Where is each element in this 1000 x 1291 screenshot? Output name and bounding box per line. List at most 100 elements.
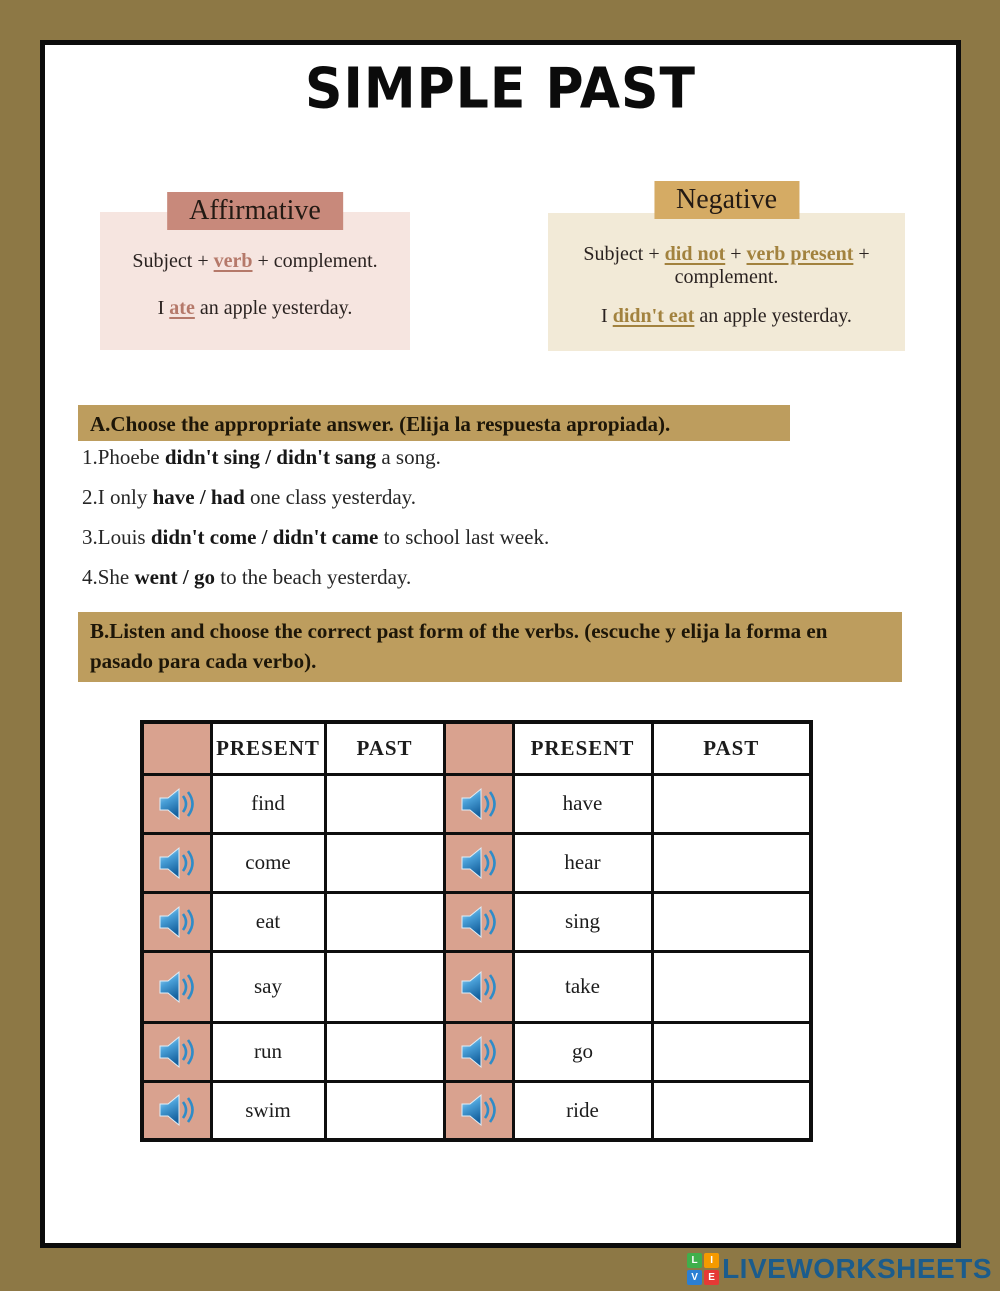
present-verb: ride xyxy=(511,1079,654,1142)
item-1-pre: 1.Phoebe xyxy=(82,445,165,469)
negative-formula-post: + complement. xyxy=(674,243,870,288)
audio-button[interactable] xyxy=(442,831,515,894)
affirmative-formula-highlight: verb xyxy=(213,250,253,272)
table-row: find have xyxy=(140,772,813,835)
audio-button[interactable] xyxy=(442,1079,515,1142)
audio-button[interactable] xyxy=(140,949,213,1024)
present-verb: hear xyxy=(511,831,654,894)
affirmative-formula-pre: Subject + xyxy=(132,250,214,272)
present-verb: swim xyxy=(209,1079,327,1142)
speaker-icon xyxy=(159,1094,194,1127)
speaker-icon xyxy=(159,846,194,879)
worksheet-page: SIMPLE PAST Affirmative Subject + verb +… xyxy=(40,40,961,1248)
affirmative-example: I ate an apple yesterday. xyxy=(100,297,410,320)
exercise-b-header: B.Listen and choose the correct past for… xyxy=(78,612,902,682)
table-row: swim ride xyxy=(140,1079,813,1142)
speaker-icon xyxy=(159,905,194,938)
audio-button[interactable] xyxy=(140,1020,213,1083)
header-audio-left xyxy=(140,720,213,776)
past-answer-cell[interactable] xyxy=(650,1020,813,1083)
negative-example-post: an apple yesterday. xyxy=(694,305,852,327)
exercise-a-item-2: 2.I only have / had one class yesterday. xyxy=(82,485,882,525)
item-2-pre: 2.I only xyxy=(82,485,153,509)
past-answer-cell[interactable] xyxy=(650,772,813,835)
negative-heading: Negative xyxy=(653,181,800,219)
exercise-a-item-4: 4.She went / go to the beach yesterday. xyxy=(82,565,882,605)
present-verb: take xyxy=(511,949,654,1024)
table-row: eat sing xyxy=(140,890,813,953)
header-present-left: PRESENT xyxy=(209,720,327,776)
negative-formula-pre: Subject + xyxy=(583,243,665,265)
speaker-icon xyxy=(159,1035,194,1068)
page-title: SIMPLE PAST xyxy=(305,56,696,122)
exercise-a-item-1: 1.Phoebe didn't sing / didn't sang a son… xyxy=(82,445,882,485)
affirmative-example-highlight: ate xyxy=(169,297,195,319)
item-3-pre: 3.Louis xyxy=(82,525,151,549)
negative-formula-highlight-2: verb present xyxy=(746,243,854,265)
speaker-icon xyxy=(159,970,194,1003)
header-past-left: PAST xyxy=(323,720,446,776)
table-row: run go xyxy=(140,1020,813,1083)
present-verb: say xyxy=(209,949,327,1024)
logo-square-v: V xyxy=(687,1270,703,1285)
affirmative-example-post: an apple yesterday. xyxy=(194,297,353,319)
item-1-choices[interactable]: didn't sing / didn't sang xyxy=(164,445,377,469)
negative-example-highlight: didn't eat xyxy=(612,305,695,327)
affirmative-box: Affirmative Subject + verb + complement.… xyxy=(100,192,410,350)
affirmative-heading: Affirmative xyxy=(167,192,343,230)
table-row: say take xyxy=(140,949,813,1024)
speaker-icon xyxy=(159,787,194,820)
present-verb: come xyxy=(209,831,327,894)
speaker-icon xyxy=(461,1035,496,1068)
past-answer-cell[interactable] xyxy=(650,949,813,1024)
audio-button[interactable] xyxy=(140,890,213,953)
header-audio-right xyxy=(442,720,515,776)
audio-button[interactable] xyxy=(140,1079,213,1142)
audio-button[interactable] xyxy=(442,1020,515,1083)
negative-box: Negative Subject + did not + verb presen… xyxy=(548,181,905,351)
table-header-row: PRESENT PAST PRESENT PAST xyxy=(140,720,813,776)
affirmative-example-pre: I xyxy=(157,297,170,319)
audio-button[interactable] xyxy=(140,831,213,894)
present-verb: run xyxy=(209,1020,327,1083)
exercise-a-list: 1.Phoebe didn't sing / didn't sang a son… xyxy=(82,445,882,605)
item-4-choices[interactable]: went / go xyxy=(134,565,216,589)
past-answer-cell[interactable] xyxy=(323,1079,446,1142)
past-answer-cell[interactable] xyxy=(323,1020,446,1083)
item-2-choices[interactable]: have / had xyxy=(152,485,245,509)
past-answer-cell[interactable] xyxy=(323,890,446,953)
past-answer-cell[interactable] xyxy=(323,831,446,894)
speaker-icon xyxy=(461,905,496,938)
item-1-post: a song. xyxy=(376,445,441,469)
negative-formula-highlight-1: did not xyxy=(664,243,726,265)
speaker-icon xyxy=(461,970,496,1003)
present-verb: sing xyxy=(511,890,654,953)
present-verb: find xyxy=(209,772,327,835)
past-answer-cell[interactable] xyxy=(650,831,813,894)
item-4-pre: 4.She xyxy=(82,565,135,589)
present-verb: go xyxy=(511,1020,654,1083)
audio-button[interactable] xyxy=(140,772,213,835)
logo-square-l: L xyxy=(687,1253,703,1268)
negative-example: I didn't eat an apple yesterday. xyxy=(562,305,891,328)
past-answer-cell[interactable] xyxy=(323,949,446,1024)
audio-button[interactable] xyxy=(442,949,515,1024)
audio-button[interactable] xyxy=(442,772,515,835)
header-past-right: PAST xyxy=(650,720,813,776)
past-answer-cell[interactable] xyxy=(650,890,813,953)
item-3-post: to school last week. xyxy=(378,525,550,549)
table-row: come hear xyxy=(140,831,813,894)
speaker-icon xyxy=(461,846,496,879)
past-answer-cell[interactable] xyxy=(650,1079,813,1142)
item-3-choices[interactable]: didn't come / didn't came xyxy=(150,525,379,549)
item-4-post: to the beach yesterday. xyxy=(215,565,412,589)
negative-formula-mid: + xyxy=(725,243,747,265)
exercise-a-header: A.Choose the appropriate answer. (Elija … xyxy=(78,405,790,441)
audio-button[interactable] xyxy=(442,890,515,953)
affirmative-formula: Subject + verb + complement. xyxy=(100,250,410,273)
liveworksheets-branding: L I V E LIVEWORKSHEETS xyxy=(687,1253,992,1285)
exercise-a-item-3: 3.Louis didn't come / didn't came to sch… xyxy=(82,525,882,565)
past-answer-cell[interactable] xyxy=(323,772,446,835)
item-2-post: one class yesterday. xyxy=(244,485,417,509)
affirmative-formula-post: + complement. xyxy=(252,250,378,272)
